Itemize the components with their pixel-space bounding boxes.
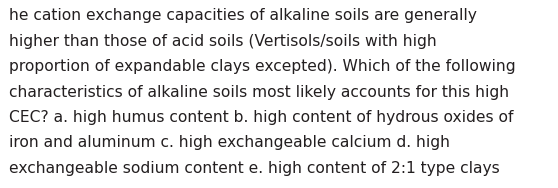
Text: higher than those of acid soils (Vertisols/soils with high: higher than those of acid soils (Vertiso… (9, 34, 437, 49)
Text: characteristics of alkaline soils most likely accounts for this high: characteristics of alkaline soils most l… (9, 85, 509, 100)
Text: exchangeable sodium content e. high content of 2:1 type clays: exchangeable sodium content e. high cont… (9, 161, 499, 176)
Text: CEC? a. high humus content b. high content of hydrous oxides of: CEC? a. high humus content b. high conte… (9, 110, 513, 125)
Text: he cation exchange capacities of alkaline soils are generally: he cation exchange capacities of alkalin… (9, 8, 477, 24)
Text: proportion of expandable clays excepted). Which of the following: proportion of expandable clays excepted)… (9, 59, 516, 74)
Text: iron and aluminum c. high exchangeable calcium d. high: iron and aluminum c. high exchangeable c… (9, 135, 450, 150)
